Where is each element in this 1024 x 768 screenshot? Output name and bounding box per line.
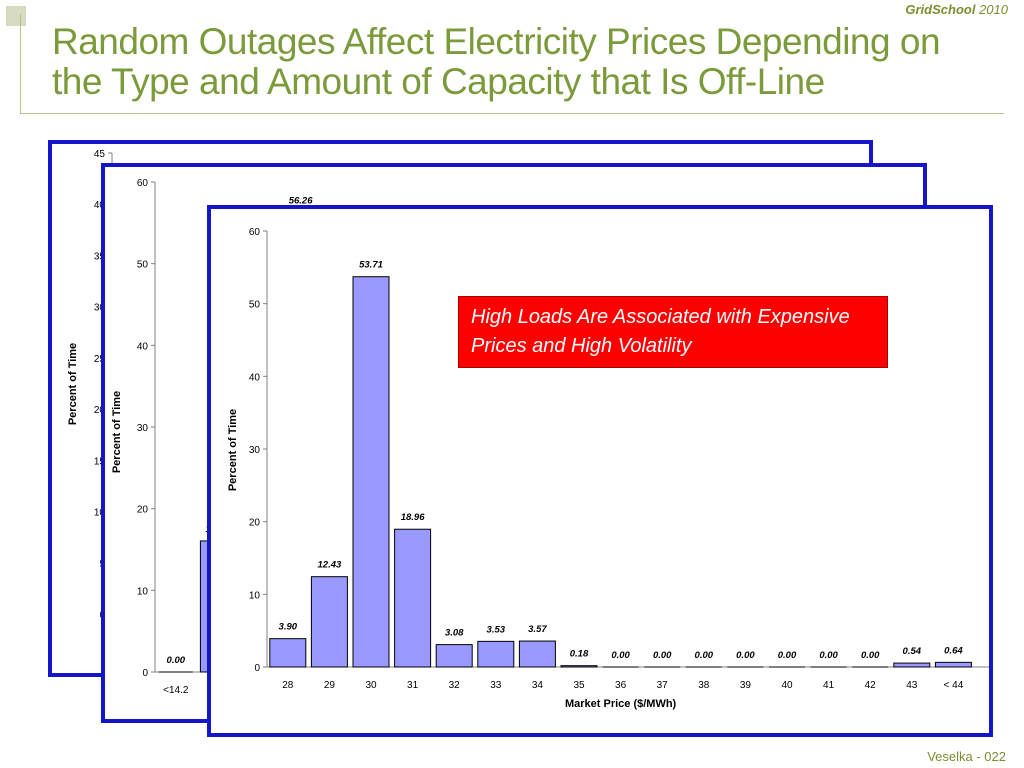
bar	[352, 276, 390, 668]
brand-mark: GridSchool 2010	[905, 2, 1008, 17]
bar	[394, 528, 432, 668]
bar-value-label: 0.00	[736, 650, 755, 661]
x-tick-label: < 44	[944, 680, 964, 691]
x-tick-label: 38	[698, 680, 710, 691]
callout-box: High Loads Are Associated with Expensive…	[458, 296, 888, 368]
x-tick-label: 41	[823, 680, 835, 691]
bar	[893, 662, 931, 668]
x-tick-label: 31	[407, 680, 419, 691]
x-axis-label: Market Price ($/MWh)	[565, 698, 677, 710]
x-tick-label: 28	[282, 680, 294, 691]
bar-value-label: 0.00	[695, 650, 714, 661]
y-tick-label: 0	[142, 668, 148, 679]
y-tick-label: 40	[137, 341, 149, 352]
y-tick-label: 45	[94, 149, 106, 160]
y-tick-label: 20	[137, 505, 149, 516]
bar-value-label: 0.54	[903, 646, 922, 657]
bar-value-label: 3.90	[279, 622, 298, 633]
title-underline	[20, 113, 1004, 114]
bar-value-label: 0.64	[944, 645, 963, 656]
x-tick-label: 40	[781, 680, 793, 691]
bar-value-label: 3.53	[487, 624, 506, 635]
bar	[934, 661, 972, 668]
slide-footer: Veselka - 022	[927, 749, 1006, 764]
bar	[310, 576, 348, 668]
y-tick-label: 20	[94, 405, 106, 416]
brand-year: 2010	[979, 2, 1008, 17]
corner-square-decoration	[6, 6, 26, 26]
y-tick-label: 30	[137, 423, 149, 434]
x-tick-label: 34	[532, 680, 544, 691]
bar-value-label: 3.57	[528, 624, 547, 635]
brand-name: GridSchool	[905, 2, 976, 17]
y-axis-label: Percent of Time	[67, 343, 79, 425]
bar-value-label: 53.71	[359, 260, 383, 271]
y-axis-label: Percent of Time	[111, 391, 123, 473]
x-tick-label: 36	[615, 680, 627, 691]
bar-value-label: 56.26	[289, 196, 313, 207]
bar-value-label: 0.00	[653, 650, 672, 661]
y-tick-label: 25	[94, 354, 106, 365]
y-tick-label: 10	[249, 590, 261, 601]
x-tick-label: 37	[657, 680, 669, 691]
y-tick-label: 40	[249, 372, 261, 383]
y-tick-label: 0	[254, 663, 260, 674]
x-tick-label: 30	[365, 680, 377, 691]
y-tick-label: 30	[94, 303, 106, 314]
y-tick-label: 10	[137, 586, 149, 597]
bar-value-label: 0.18	[570, 649, 589, 660]
y-tick-label: 30	[249, 445, 261, 456]
y-tick-label: 35	[94, 251, 106, 262]
bar-value-label: 18.96	[401, 512, 425, 523]
bar	[518, 640, 556, 668]
x-tick-label: 43	[906, 680, 918, 691]
y-tick-label: 60	[249, 227, 261, 238]
bar	[269, 638, 307, 668]
y-tick-label: 10	[94, 508, 106, 519]
x-tick-label: 29	[324, 680, 336, 691]
x-tick-label: 35	[573, 680, 585, 691]
y-tick-label: 60	[137, 178, 149, 189]
y-tick-label: 15	[94, 456, 106, 467]
bar	[560, 665, 598, 668]
y-axis-label: Percent of Time	[227, 409, 239, 491]
bar-value-label: 0.00	[611, 650, 630, 661]
y-tick-label: 50	[137, 260, 149, 271]
bar-value-label: 3.08	[445, 628, 464, 639]
bar-value-label: 0.00	[167, 655, 186, 666]
x-tick-label: <14.2	[163, 685, 189, 696]
slide-title: Random Outages Affect Electricity Prices…	[52, 21, 941, 102]
y-tick-label: 50	[249, 300, 261, 311]
x-tick-label: 32	[449, 680, 461, 691]
bar	[435, 644, 473, 668]
bar-value-label: 12.43	[318, 560, 342, 571]
left-rule-line	[20, 14, 21, 114]
chart-card-front: 0 10 20 30 40 50 60 Percent of Time 3.90 28 12.43 2…	[207, 205, 993, 737]
x-tick-label: 39	[740, 680, 752, 691]
y-tick-label: 20	[249, 518, 261, 529]
bar-value-label: 0.00	[819, 650, 838, 661]
y-tick-label: 40	[94, 200, 106, 211]
chart-front: 0 10 20 30 40 50 60 Percent of Time 3.90 28 12.43 2…	[227, 227, 989, 710]
x-tick-label: 42	[865, 680, 877, 691]
bar-value-label: 0.00	[778, 650, 797, 661]
bar	[477, 640, 515, 668]
x-tick-label: 33	[490, 680, 502, 691]
bar-value-label: 0.00	[861, 650, 880, 661]
